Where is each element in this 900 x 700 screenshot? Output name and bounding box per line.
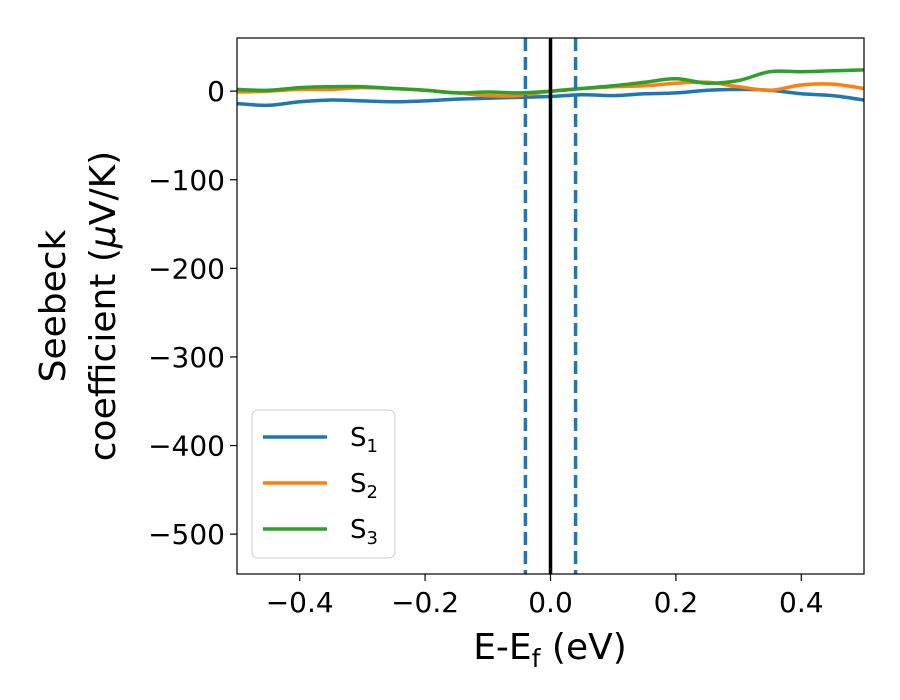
x-tick-label: 0.0 bbox=[528, 586, 573, 619]
y-axis-ticks: 0 −100 −200 −300 −400 −500 bbox=[148, 75, 237, 551]
y-axis-label: Seebeck coefficient (μV/K) bbox=[33, 151, 124, 461]
x-tick-label: −0.4 bbox=[266, 586, 334, 619]
y-axis-label-line1: Seebeck bbox=[33, 229, 74, 382]
y-tick-label: 0 bbox=[207, 75, 225, 108]
x-tick-label: −0.2 bbox=[391, 586, 459, 619]
x-axis-ticks: −0.4 −0.2 0.0 0.2 0.4 bbox=[266, 574, 824, 619]
legend-label-s1: S1 bbox=[350, 423, 378, 457]
x-axis-label: E-Ef (eV) bbox=[473, 627, 627, 673]
y-axis-label-line2: coefficient (μV/K) bbox=[83, 151, 124, 461]
y-tick-label: −300 bbox=[148, 341, 225, 374]
y-tick-label: −100 bbox=[148, 164, 225, 197]
y-tick-label: −500 bbox=[148, 518, 225, 551]
legend-label-s3: S3 bbox=[350, 515, 378, 549]
legend-label-s2: S2 bbox=[350, 469, 378, 503]
legend: S1 S2 S3 bbox=[251, 409, 396, 559]
y-tick-label: −200 bbox=[148, 252, 225, 285]
x-tick-label: 0.2 bbox=[654, 586, 699, 619]
x-tick-label: 0.4 bbox=[779, 586, 824, 619]
vline-layer bbox=[523, 38, 578, 574]
y-tick-label: −400 bbox=[148, 430, 225, 463]
